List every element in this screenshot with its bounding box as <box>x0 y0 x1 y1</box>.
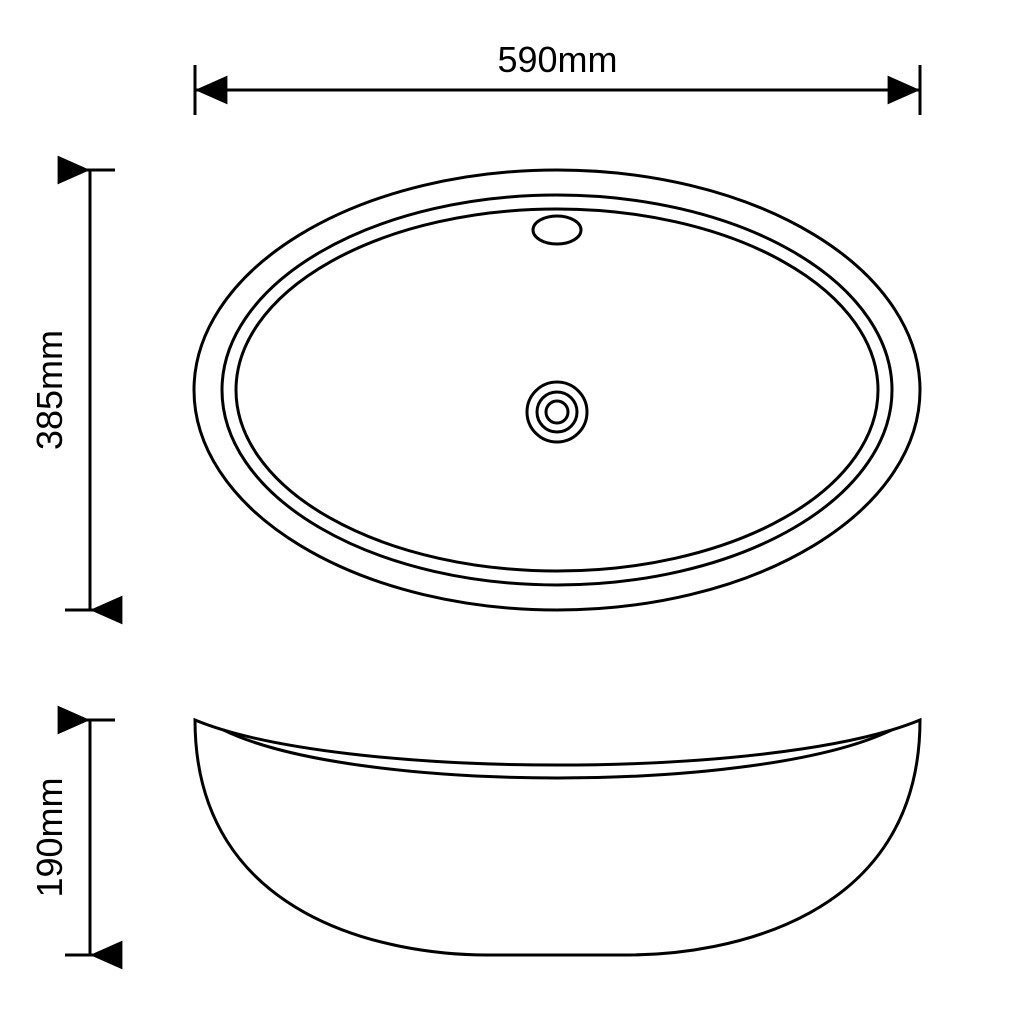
basin-top-view <box>194 170 920 610</box>
height-label: 190mm <box>29 777 70 897</box>
basin-inner-rim-outer <box>222 195 892 585</box>
depth-label: 385mm <box>29 330 70 450</box>
basin-side-view <box>195 720 920 955</box>
depth-dimension: 385mm <box>29 170 115 610</box>
basin-outer-rim <box>194 170 920 610</box>
width-label: 590mm <box>497 39 617 80</box>
drain-hole <box>527 382 587 442</box>
basin-inner-rim-inner <box>236 209 878 571</box>
basin-profile-inner <box>223 730 892 778</box>
basin-dimension-diagram: 590mm 385mm 190mm <box>0 0 1024 1024</box>
width-dimension: 590mm <box>195 39 920 115</box>
overflow-hole <box>533 216 581 244</box>
height-dimension: 190mm <box>29 720 115 955</box>
